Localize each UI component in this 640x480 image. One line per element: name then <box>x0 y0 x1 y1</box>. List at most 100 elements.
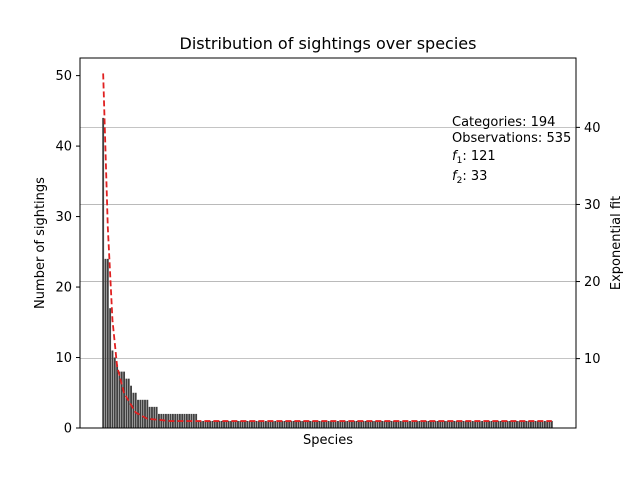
bar <box>460 420 463 428</box>
bar <box>323 420 325 428</box>
bar <box>197 420 200 428</box>
annotation-f1-subscript: 1 <box>457 156 463 166</box>
bar <box>311 420 314 428</box>
bar <box>120 371 123 428</box>
bar <box>371 420 374 428</box>
bar <box>476 420 479 428</box>
bar <box>244 420 246 428</box>
bar <box>348 420 351 428</box>
bar <box>251 420 253 428</box>
bar <box>285 420 288 428</box>
bar <box>304 420 307 428</box>
bar <box>267 420 270 428</box>
bar <box>443 420 446 428</box>
bar <box>239 420 242 428</box>
y2-tick-label: 10 <box>584 352 601 367</box>
bar <box>546 420 549 428</box>
bar <box>341 420 344 428</box>
bar <box>102 117 105 429</box>
bar <box>144 399 146 428</box>
bar <box>388 420 391 428</box>
bar <box>227 420 230 428</box>
bar <box>485 420 488 428</box>
bar <box>327 420 330 428</box>
bar <box>295 420 298 428</box>
annotation-f1: f1: 121 <box>452 149 496 166</box>
bar <box>423 420 425 428</box>
bar <box>146 399 149 428</box>
bar <box>241 420 244 428</box>
bar <box>225 420 228 428</box>
bar <box>378 420 381 428</box>
bar <box>313 420 316 428</box>
bar <box>427 420 430 428</box>
bar <box>432 420 435 428</box>
bar <box>457 420 460 428</box>
bar <box>448 420 451 428</box>
bar <box>271 420 274 428</box>
bar <box>541 420 544 428</box>
bar <box>260 420 263 428</box>
bar <box>318 420 321 428</box>
bar <box>534 420 537 428</box>
bars <box>102 117 553 429</box>
bar <box>264 420 267 428</box>
bar <box>471 420 474 428</box>
bar <box>350 420 353 428</box>
bar <box>425 420 428 428</box>
bar <box>478 420 481 428</box>
bar <box>223 420 225 428</box>
bar <box>288 420 291 428</box>
bar <box>113 357 116 428</box>
bar <box>292 420 295 428</box>
bar <box>360 420 363 428</box>
bar <box>106 258 109 428</box>
bar <box>490 420 493 428</box>
y-tick-label: 30 <box>55 210 72 225</box>
bar <box>237 420 239 428</box>
bar <box>548 420 551 428</box>
bar <box>174 413 177 428</box>
bar <box>402 420 404 428</box>
bar <box>278 420 281 428</box>
bar <box>202 420 205 428</box>
bar <box>420 420 423 428</box>
bar <box>529 420 532 428</box>
bar <box>411 420 414 428</box>
bar <box>325 420 328 428</box>
annotation-observations: Observations: 535 <box>452 131 571 146</box>
bar <box>536 420 539 428</box>
bar <box>230 420 232 428</box>
bar <box>497 420 500 428</box>
bar <box>255 420 258 428</box>
bar <box>216 420 219 428</box>
annotation-f1-symbol: f <box>452 149 459 164</box>
bar <box>153 406 156 428</box>
bar <box>513 420 516 428</box>
bar <box>462 420 465 428</box>
bar <box>495 420 497 428</box>
y-tick-label: 0 <box>64 422 72 437</box>
bar <box>446 420 449 428</box>
bar <box>344 420 346 428</box>
bar <box>418 420 421 428</box>
bar <box>232 420 235 428</box>
bar <box>139 399 142 428</box>
bar <box>151 406 153 428</box>
bar <box>406 420 409 428</box>
x-axis-label: Species <box>303 433 353 448</box>
bar <box>516 420 518 428</box>
bar <box>125 378 128 428</box>
bar <box>455 420 458 428</box>
bar <box>543 420 546 428</box>
bar <box>218 420 221 428</box>
bar <box>281 420 284 428</box>
bar <box>353 420 356 428</box>
bar <box>436 420 439 428</box>
plot-frame <box>79 57 577 429</box>
y-tick-label: 50 <box>55 69 72 84</box>
y-tick-label: 20 <box>55 281 72 296</box>
y2-tick-label: 20 <box>584 275 601 290</box>
bar <box>434 420 437 428</box>
bar <box>299 420 302 428</box>
